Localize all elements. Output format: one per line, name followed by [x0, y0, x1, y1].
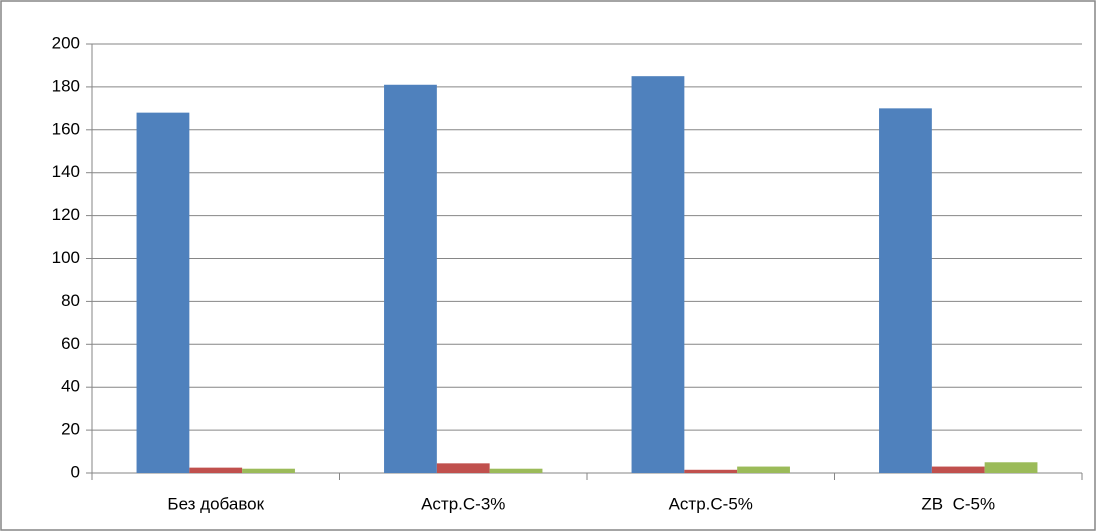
y-tick-label: 0: [71, 462, 80, 481]
bar: [631, 76, 685, 474]
bar: [489, 468, 543, 473]
y-tick-label: 60: [61, 334, 80, 353]
bar: [931, 466, 985, 473]
bar: [684, 469, 738, 473]
x-tick-label: ZB С-5%: [921, 494, 995, 513]
y-tick-label: 100: [52, 248, 80, 267]
bar: [879, 108, 932, 473]
y-tick-label: 200: [52, 33, 80, 52]
y-tick-label: 180: [52, 76, 80, 95]
y-tick-label: 20: [61, 420, 80, 439]
bar: [984, 462, 1038, 473]
x-tick-label: Астр.С-5%: [669, 494, 753, 513]
bar: [737, 466, 790, 473]
bar: [436, 463, 490, 473]
bar: [189, 467, 243, 473]
y-tick-label: 120: [52, 205, 80, 224]
y-tick-label: 140: [52, 162, 80, 181]
bar: [136, 112, 190, 473]
y-tick-label: 80: [61, 291, 80, 310]
x-tick-label: Без добавок: [167, 494, 264, 513]
y-tick-label: 160: [52, 119, 80, 138]
x-tick-label: Астр.С-3%: [421, 494, 505, 513]
y-tick-label: 40: [61, 377, 80, 396]
bar: [384, 84, 437, 473]
bar: [242, 468, 295, 473]
